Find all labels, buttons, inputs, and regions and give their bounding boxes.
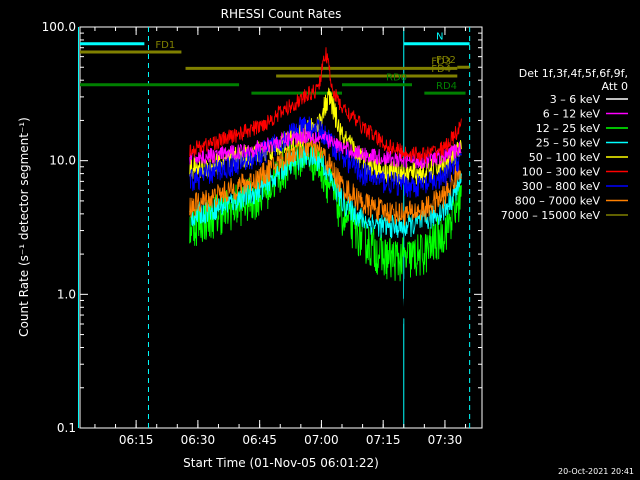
plot-frame: [79, 26, 483, 429]
legend-header-1: Det 1f,3f,4f,5f,6f,9f,: [519, 67, 628, 80]
timestamp: 20-Oct-2021 20:41: [558, 467, 634, 476]
legend: Det 1f,3f,4f,5f,6f,9f, Att 0 3 – 6 keV 6 …: [501, 67, 628, 222]
series-group: [189, 47, 462, 332]
series-line-0: [189, 134, 462, 332]
flag-label-rd0: RD0: [386, 73, 407, 84]
y-tick-label-3: 100.0: [42, 20, 76, 34]
x-axis-label: Start Time (01-Nov-05 06:01:22): [183, 456, 379, 470]
legend-label-3: 25 – 50 keV: [536, 137, 601, 150]
legend-label-8: 7000 – 15000 keV: [501, 209, 601, 222]
flag-label-fd4: FD4: [431, 64, 451, 75]
legend-label-7: 800 – 7000 keV: [515, 195, 601, 208]
legend-label-2: 12 – 25 keV: [536, 122, 601, 135]
series-line-7: [189, 134, 462, 226]
y-axis-label: Count Rate (s⁻¹ detector segment⁻¹): [17, 117, 31, 337]
y-tick-label-0: 0.1: [57, 421, 76, 435]
y-tick-label-1: 1.0: [57, 287, 76, 301]
flag-label-rd4: RD4: [436, 81, 457, 92]
x-tick-label-2: 06:45: [242, 433, 277, 447]
x-tick-label-1: 06:30: [181, 433, 216, 447]
flag-label-fd1: FD1: [155, 40, 175, 51]
legend-label-1: 6 – 12 keV: [543, 108, 601, 121]
series-line-1: [189, 128, 462, 169]
series-line-6: [189, 116, 462, 198]
legend-header-2: Att 0: [602, 80, 628, 93]
x-tick-label-3: 07:00: [304, 433, 339, 447]
x-tick-label-4: 07:15: [366, 433, 401, 447]
legend-label-6: 300 – 800 keV: [522, 180, 601, 193]
x-tick-label-5: 07:30: [428, 433, 463, 447]
legend-label-0: 3 – 6 keV: [550, 93, 601, 106]
series-line-2: [189, 134, 462, 282]
chart-title: RHESSI Count Rates: [221, 7, 342, 21]
y-tick-label-2: 10.0: [49, 154, 76, 168]
legend-label-5: 100 – 300 keV: [522, 166, 601, 179]
flag-label-n: N: [436, 32, 443, 43]
flag-label-fd3: FD3: [431, 56, 451, 67]
series-line-5: [189, 47, 462, 163]
flag-label-fd2: FD2: [436, 55, 456, 66]
axis-ticks: 06:15 06:30 06:45 07:00 07:15 07:30 0.1 1.0 10.0…: [42, 20, 482, 447]
legend-label-4: 50 – 100 keV: [529, 151, 601, 164]
x-tick-label-0: 06:15: [119, 433, 154, 447]
